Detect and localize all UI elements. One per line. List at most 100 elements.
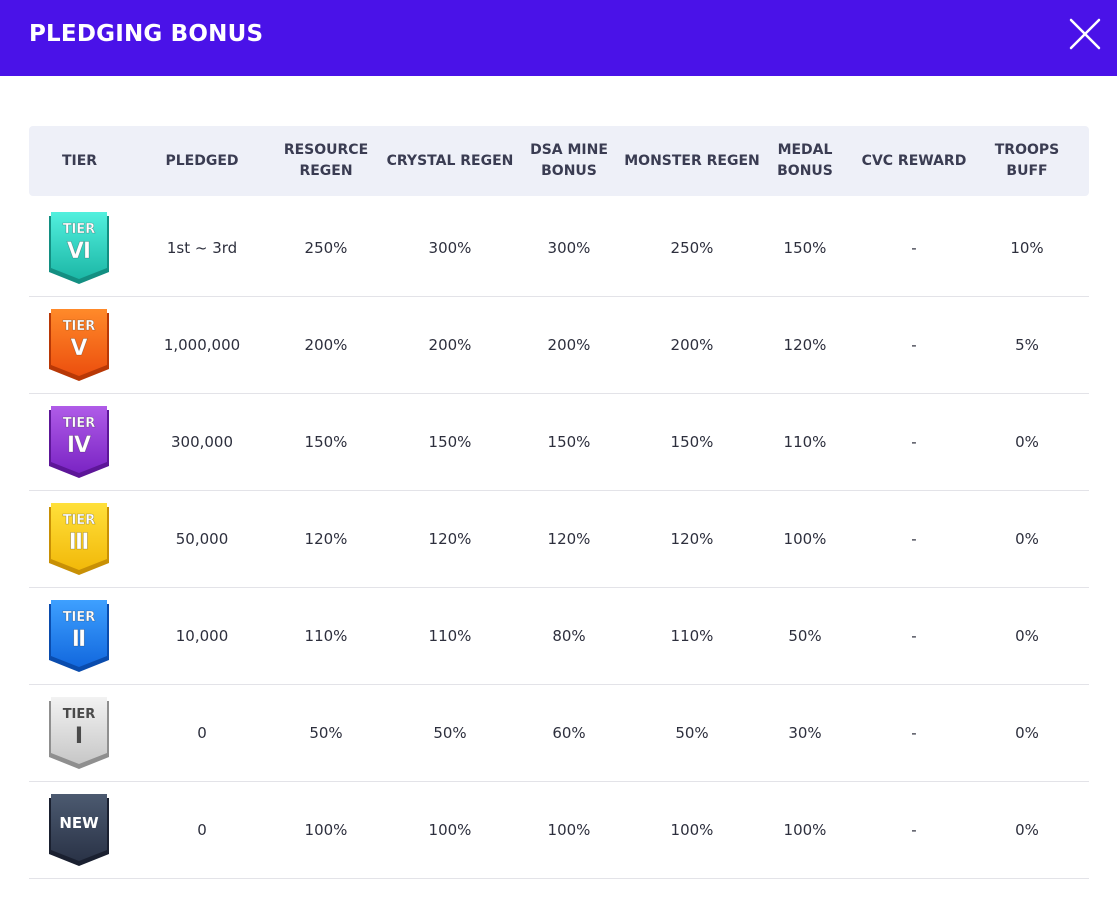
crystal-regen-value: 300% [428, 239, 472, 257]
tier-badge-numeral: Ⅲ [69, 530, 90, 555]
column-header-medal-bonus: MEDAL BONUS [777, 142, 833, 179]
resource-regen-value: 110% [304, 627, 348, 645]
troops-buff-value: 0% [1015, 821, 1039, 839]
table-body: TIER Ⅵ 1st ~ 3rd 250% 300% 300% 250% 150% -10% TI… [29, 200, 1089, 879]
tier-cell: TIER Ⅵ [29, 212, 130, 284]
cvc-reward-value: - [911, 627, 917, 645]
medal-bonus-value: 110% [783, 433, 827, 451]
column-header-pledged: PLEDGED [165, 152, 239, 169]
table-row: TIER Ⅲ 50,000 120% 120% 120% 120% 100% - 0% [29, 491, 1089, 588]
troops-buff-value: 10% [1010, 239, 1044, 257]
table-row: TIER Ⅴ 1,000,000 200% 200% 200% 200% 120% - 5% [29, 297, 1089, 394]
column-header-tier: TIER [61, 152, 98, 169]
medal-bonus-value: 150% [783, 239, 827, 257]
dsa-mine-bonus-value: 200% [547, 336, 591, 354]
troops-buff-value: 0% [1015, 530, 1039, 548]
pledged-value: 1,000,000 [163, 336, 241, 354]
monster-regen-value: 120% [670, 530, 714, 548]
cvc-reward-value: - [911, 239, 917, 257]
resource-regen-value: 200% [304, 336, 348, 354]
pledged-value: 0 [197, 724, 207, 742]
tier-cell: TIER Ⅳ [29, 406, 130, 478]
column-header-troops-buff: TROOPS BUFF [994, 142, 1060, 179]
pledged-value: 0 [197, 821, 207, 839]
resource-regen-value: 250% [304, 239, 348, 257]
dsa-mine-bonus-value: 80% [552, 627, 586, 645]
tier-badge-icon: TIER Ⅵ [49, 212, 109, 284]
tier-badge-numeral: Ⅵ [67, 239, 91, 264]
modal-header: PLEDGING BONUS [0, 0, 1117, 76]
tier-badge-label: TIER [63, 416, 96, 431]
tier-badge-icon: TIER Ⅰ [49, 697, 109, 769]
column-header-cvc-reward: CVC REWARD [861, 152, 967, 169]
monster-regen-value: 110% [670, 627, 714, 645]
dsa-mine-bonus-value: 150% [547, 433, 591, 451]
cvc-reward-value: - [911, 724, 917, 742]
medal-bonus-value: 30% [788, 724, 822, 742]
tier-badge-icon: TIER Ⅱ [49, 600, 109, 672]
resource-regen-value: 50% [309, 724, 343, 742]
modal-title: PLEDGING BONUS [29, 21, 264, 47]
pledging-bonus-table: TIER PLEDGED RESOURCE REGEN CRYSTAL REGE… [29, 126, 1089, 879]
tier-badge-numeral: NEW [59, 814, 99, 832]
tier-badge-numeral: Ⅳ [67, 433, 92, 458]
crystal-regen-value: 110% [428, 627, 472, 645]
troops-buff-value: 0% [1015, 433, 1039, 451]
tier-cell: NEW [29, 794, 130, 866]
crystal-regen-value: 50% [433, 724, 467, 742]
pledged-value: 300,000 [170, 433, 234, 451]
crystal-regen-value: 100% [428, 821, 472, 839]
tier-badge-icon: TIER Ⅲ [49, 503, 109, 575]
tier-badge-label: TIER [63, 707, 96, 722]
dsa-mine-bonus-value: 60% [552, 724, 586, 742]
tier-badge-numeral: Ⅰ [75, 724, 83, 749]
monster-regen-value: 150% [670, 433, 714, 451]
dsa-mine-bonus-value: 100% [547, 821, 591, 839]
resource-regen-value: 100% [304, 821, 348, 839]
troops-buff-value: 5% [1015, 336, 1039, 354]
dsa-mine-bonus-value: 300% [547, 239, 591, 257]
crystal-regen-value: 150% [428, 433, 472, 451]
table-row: TIER Ⅱ 10,000 110% 110% 80% 110% 50% - 0% [29, 588, 1089, 685]
monster-regen-value: 200% [670, 336, 714, 354]
monster-regen-value: 50% [675, 724, 709, 742]
tier-badge-icon: TIER Ⅴ [49, 309, 109, 381]
medal-bonus-value: 120% [783, 336, 827, 354]
crystal-regen-value: 120% [428, 530, 472, 548]
crystal-regen-value: 200% [428, 336, 472, 354]
tier-badge-label: TIER [63, 513, 96, 528]
column-header-monster-regen: MONSTER REGEN [624, 152, 760, 169]
troops-buff-value: 0% [1015, 724, 1039, 742]
tier-badge-label: TIER [63, 610, 96, 625]
column-header-resource-regen: RESOURCE REGEN [283, 142, 369, 179]
tier-badge-label: TIER [63, 319, 96, 334]
resource-regen-value: 150% [304, 433, 348, 451]
tier-badge-icon: NEW [49, 794, 109, 866]
troops-buff-value: 0% [1015, 627, 1039, 645]
table-header: TIER PLEDGED RESOURCE REGEN CRYSTAL REGE… [29, 126, 1089, 196]
tier-badge-label: TIER [63, 222, 96, 237]
monster-regen-value: 250% [670, 239, 714, 257]
column-header-crystal-regen: CRYSTAL REGEN [386, 152, 514, 169]
cvc-reward-value: - [911, 821, 917, 839]
table-row: TIER Ⅵ 1st ~ 3rd 250% 300% 300% 250% 150% - 10% [29, 200, 1089, 297]
medal-bonus-value: 100% [783, 530, 827, 548]
cvc-reward-value: - [911, 530, 917, 548]
pledged-value: 50,000 [175, 530, 229, 548]
pledged-value: 10,000 [175, 627, 229, 645]
tier-badge-icon: TIER Ⅳ [49, 406, 109, 478]
resource-regen-value: 120% [304, 530, 348, 548]
table-row: NEW 0 100% 100% 100% 100% 100% - 0% [29, 782, 1089, 879]
tier-cell: TIER Ⅴ [29, 309, 130, 381]
medal-bonus-value: 50% [788, 627, 822, 645]
table-row: TIER Ⅳ 300,000 150% 150% 150% 150% 110% - 0% [29, 394, 1089, 491]
tier-badge-numeral: Ⅱ [72, 627, 87, 652]
tier-cell: TIER Ⅲ [29, 503, 130, 575]
cvc-reward-value: - [911, 336, 917, 354]
close-icon[interactable] [1068, 17, 1102, 51]
tier-cell: TIER Ⅱ [29, 600, 130, 672]
pledged-value: 1st ~ 3rd [166, 239, 238, 257]
monster-regen-value: 100% [670, 821, 714, 839]
tier-cell: TIER Ⅰ [29, 697, 130, 769]
table-row: TIER Ⅰ 0 50% 50% 60% 50% 30% - 0% [29, 685, 1089, 782]
